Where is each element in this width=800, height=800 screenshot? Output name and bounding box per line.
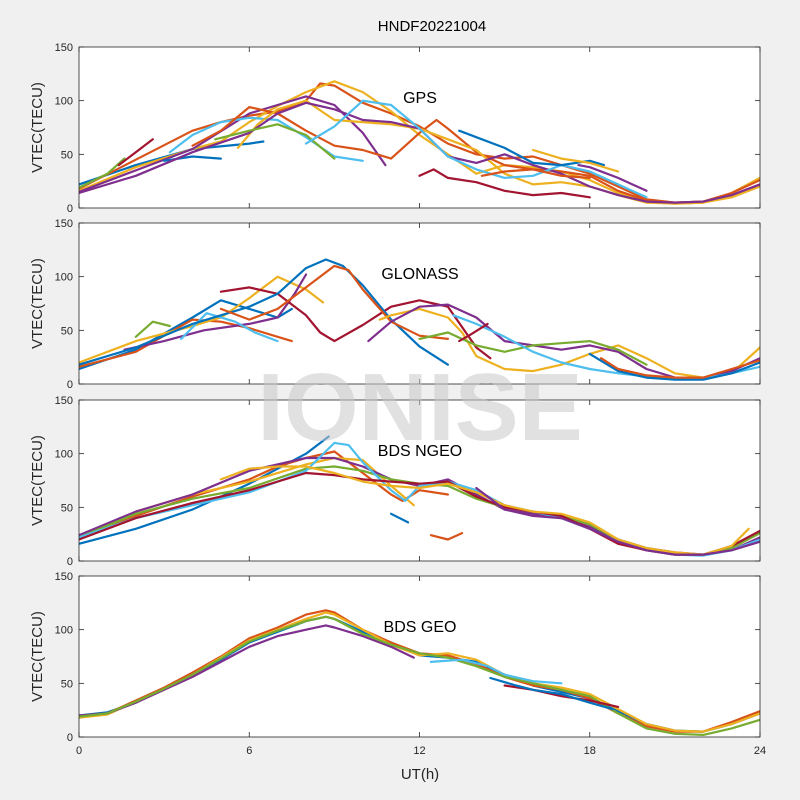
y-axis-label: VTEC(TECU) <box>29 258 46 349</box>
y-tick-label: 150 <box>55 42 73 54</box>
series-line <box>123 273 308 351</box>
y-tick-label: 100 <box>55 96 73 108</box>
y-tick-label: 50 <box>61 678 73 690</box>
series-line <box>531 148 620 173</box>
series-group <box>79 435 760 557</box>
series-line <box>79 95 387 193</box>
panel-glonass: 0 50 100 150 GLONASS VTEC(TECU) <box>29 218 761 391</box>
panel-bds-ngeo: 0 50 100 150 BDS NGEO VTEC(TECU) <box>29 395 761 568</box>
panel-bds-geo: 0 50 100 150 0 6 12 18 24 BDS GEO VTEC(TECU) <box>29 571 766 757</box>
y-axis-label: VTEC(TECU) <box>29 82 46 173</box>
y-tick-label: 100 <box>55 625 73 637</box>
y-tick-label: 100 <box>55 449 73 461</box>
panel-label: GPS <box>403 90 437 107</box>
y-tick-label: 100 <box>55 272 73 284</box>
series-line <box>390 512 410 524</box>
plot-area <box>79 400 760 561</box>
x-tick-label: 24 <box>754 745 766 757</box>
series-line <box>489 676 614 711</box>
y-axis-label: VTEC(TECU) <box>29 435 46 526</box>
series-line <box>134 320 171 338</box>
series-line <box>79 318 293 368</box>
series-line <box>418 168 591 199</box>
series-line <box>429 658 563 685</box>
series-line <box>378 307 760 379</box>
panel-label: BDS GEO <box>384 619 457 636</box>
series-line <box>458 322 489 343</box>
y-tick-label: 0 <box>67 556 73 568</box>
series-line <box>304 99 648 199</box>
series-line <box>79 157 126 189</box>
series-line <box>214 123 336 160</box>
x-tick-label: 0 <box>76 745 82 757</box>
x-tick-label: 12 <box>413 745 425 757</box>
x-tick-label: 6 <box>246 745 252 757</box>
series-line <box>600 357 760 379</box>
watermark: IONISE <box>257 354 582 461</box>
series-line <box>429 532 464 541</box>
series-line <box>79 275 325 364</box>
series-line <box>458 129 605 167</box>
y-tick-label: 0 <box>67 732 73 744</box>
series-group <box>79 80 760 205</box>
y-tick-label: 150 <box>55 218 73 230</box>
panels: 0 50 100 150 GPS VTEC(TECU) 0 50 100 150 GLONASS VT… <box>29 42 766 757</box>
y-tick-label: 50 <box>61 149 73 161</box>
series-group <box>79 258 760 381</box>
series-line <box>418 331 648 366</box>
series-group <box>79 609 760 736</box>
y-tick-label: 150 <box>55 571 73 583</box>
series-line <box>219 264 449 340</box>
series-line <box>577 164 648 192</box>
y-tick-label: 0 <box>67 203 73 215</box>
y-tick-label: 50 <box>61 325 73 337</box>
x-axis-label: UT(h) <box>401 766 439 783</box>
series-line <box>117 138 154 167</box>
series-line <box>475 486 760 556</box>
y-tick-label: 50 <box>61 502 73 514</box>
panel-label: BDS NGEO <box>378 443 462 460</box>
y-axis-label: VTEC(TECU) <box>29 611 46 702</box>
panel-gps: 0 50 100 150 GPS VTEC(TECU) <box>29 42 761 215</box>
figure-title: HNDF20221004 <box>378 18 486 35</box>
y-tick-label: 0 <box>67 379 73 391</box>
series-line <box>480 168 591 179</box>
series-line <box>588 352 760 381</box>
series-line <box>79 615 760 736</box>
x-tick-label: 18 <box>584 745 596 757</box>
y-tick-label: 150 <box>55 395 73 407</box>
series-line <box>219 286 492 360</box>
panel-label: GLONASS <box>381 266 458 283</box>
series-line <box>79 101 760 204</box>
